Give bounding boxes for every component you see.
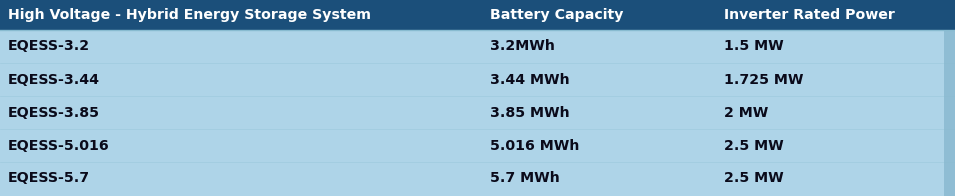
Text: 3.85 MWh: 3.85 MWh (490, 105, 569, 120)
Text: 2.5 MW: 2.5 MW (724, 139, 784, 152)
Text: EQESS-3.2: EQESS-3.2 (8, 40, 90, 54)
Text: Battery Capacity: Battery Capacity (490, 8, 624, 22)
Text: 5.7 MWh: 5.7 MWh (490, 172, 560, 185)
Text: 2.5 MW: 2.5 MW (724, 172, 784, 185)
Text: Inverter Rated Power: Inverter Rated Power (724, 8, 895, 22)
Text: 3.2MWh: 3.2MWh (490, 40, 555, 54)
Text: High Voltage - Hybrid Energy Storage System: High Voltage - Hybrid Energy Storage Sys… (8, 8, 371, 22)
Text: EQESS-5.7: EQESS-5.7 (8, 172, 90, 185)
Text: 5.016 MWh: 5.016 MWh (490, 139, 580, 152)
Text: 3.44 MWh: 3.44 MWh (490, 73, 569, 86)
Text: 1.5 MW: 1.5 MW (724, 40, 784, 54)
Bar (0, 0, 955, 30)
Text: EQESS-5.016: EQESS-5.016 (8, 139, 110, 152)
Bar (944, 30, 955, 196)
Text: 2 MW: 2 MW (724, 105, 768, 120)
Text: EQESS-3.44: EQESS-3.44 (8, 73, 99, 86)
Text: 1.725 MW: 1.725 MW (724, 73, 803, 86)
Text: EQESS-3.85: EQESS-3.85 (8, 105, 99, 120)
